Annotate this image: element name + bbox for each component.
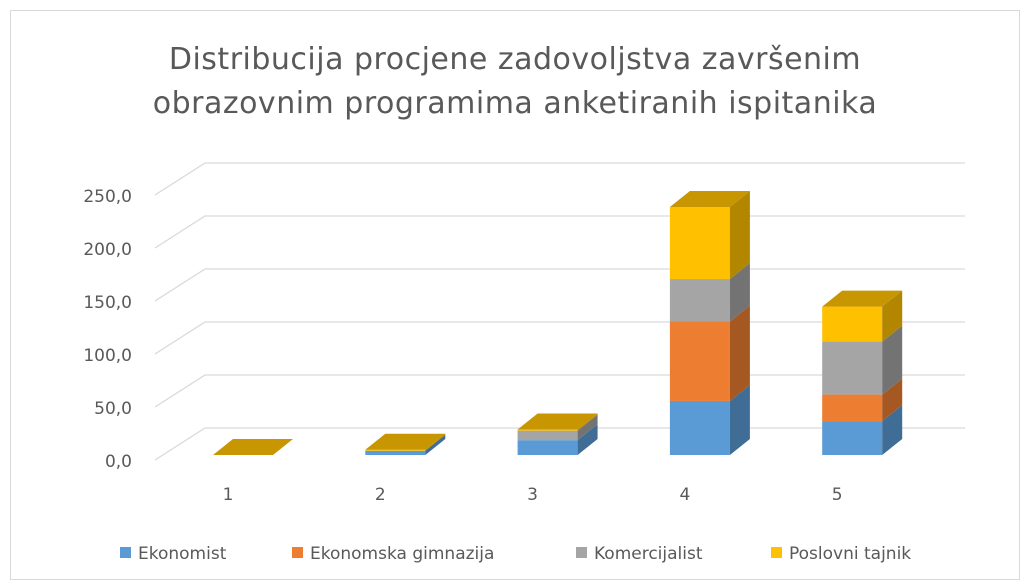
y-tick-label: 0,0 [105, 452, 132, 472]
bar-front [822, 341, 883, 395]
legend-label: Komercijalist [594, 544, 703, 564]
bar-side [577, 413, 598, 431]
chart-frame [10, 10, 1020, 580]
legend-label: Poslovni tajnik [789, 544, 911, 564]
chart-title: Distribucija procjene zadovoljstva završ… [152, 42, 878, 121]
bar-front [669, 279, 730, 322]
x-tick-label: 1 [223, 485, 234, 505]
y-tick-label: 50,0 [94, 399, 132, 419]
legend-label: Ekonomska gimnazija [310, 544, 494, 564]
bar-top [822, 290, 903, 307]
bar-side [882, 405, 903, 455]
grid-line [154, 215, 965, 249]
bar-top [517, 413, 598, 430]
bar-top [365, 433, 446, 450]
bar-side [425, 433, 446, 451]
bar-front [517, 429, 578, 431]
bar-top [669, 190, 750, 207]
bar-side [729, 263, 750, 322]
bar-side [729, 384, 750, 455]
bar-side [729, 190, 750, 280]
y-tick-label: 100,0 [83, 346, 132, 366]
y-tick-label: 200,0 [83, 240, 132, 260]
bar-side [577, 424, 598, 455]
bar-front [669, 206, 730, 280]
legend-swatch [292, 547, 303, 558]
bar-side [425, 434, 446, 455]
legend-swatch [771, 547, 782, 558]
bar-top [213, 439, 293, 455]
bar-side [729, 305, 750, 401]
grid-line [154, 162, 965, 196]
bar-front [365, 450, 426, 455]
x-tick-label: 4 [679, 485, 690, 505]
bar-side [882, 290, 903, 342]
y-tick-label: 250,0 [83, 187, 132, 207]
y-tick-label: 150,0 [83, 293, 132, 313]
bar-front [517, 440, 578, 455]
bar-side [577, 414, 598, 441]
legend-swatch [576, 547, 587, 558]
bar-side [882, 378, 903, 422]
bar-front [822, 306, 883, 342]
x-tick-label: 3 [527, 485, 538, 505]
bar-side [882, 325, 903, 395]
x-tick-label: 5 [832, 485, 843, 505]
x-tick-label: 2 [375, 485, 386, 505]
bar-front [822, 421, 883, 455]
bar-front [517, 430, 578, 441]
legend-swatch [120, 547, 131, 558]
bar-front [365, 449, 426, 451]
legend-label: Ekonomist [138, 544, 227, 564]
bar-front [822, 394, 883, 422]
bar-front [669, 321, 730, 401]
bar-front [669, 400, 730, 455]
